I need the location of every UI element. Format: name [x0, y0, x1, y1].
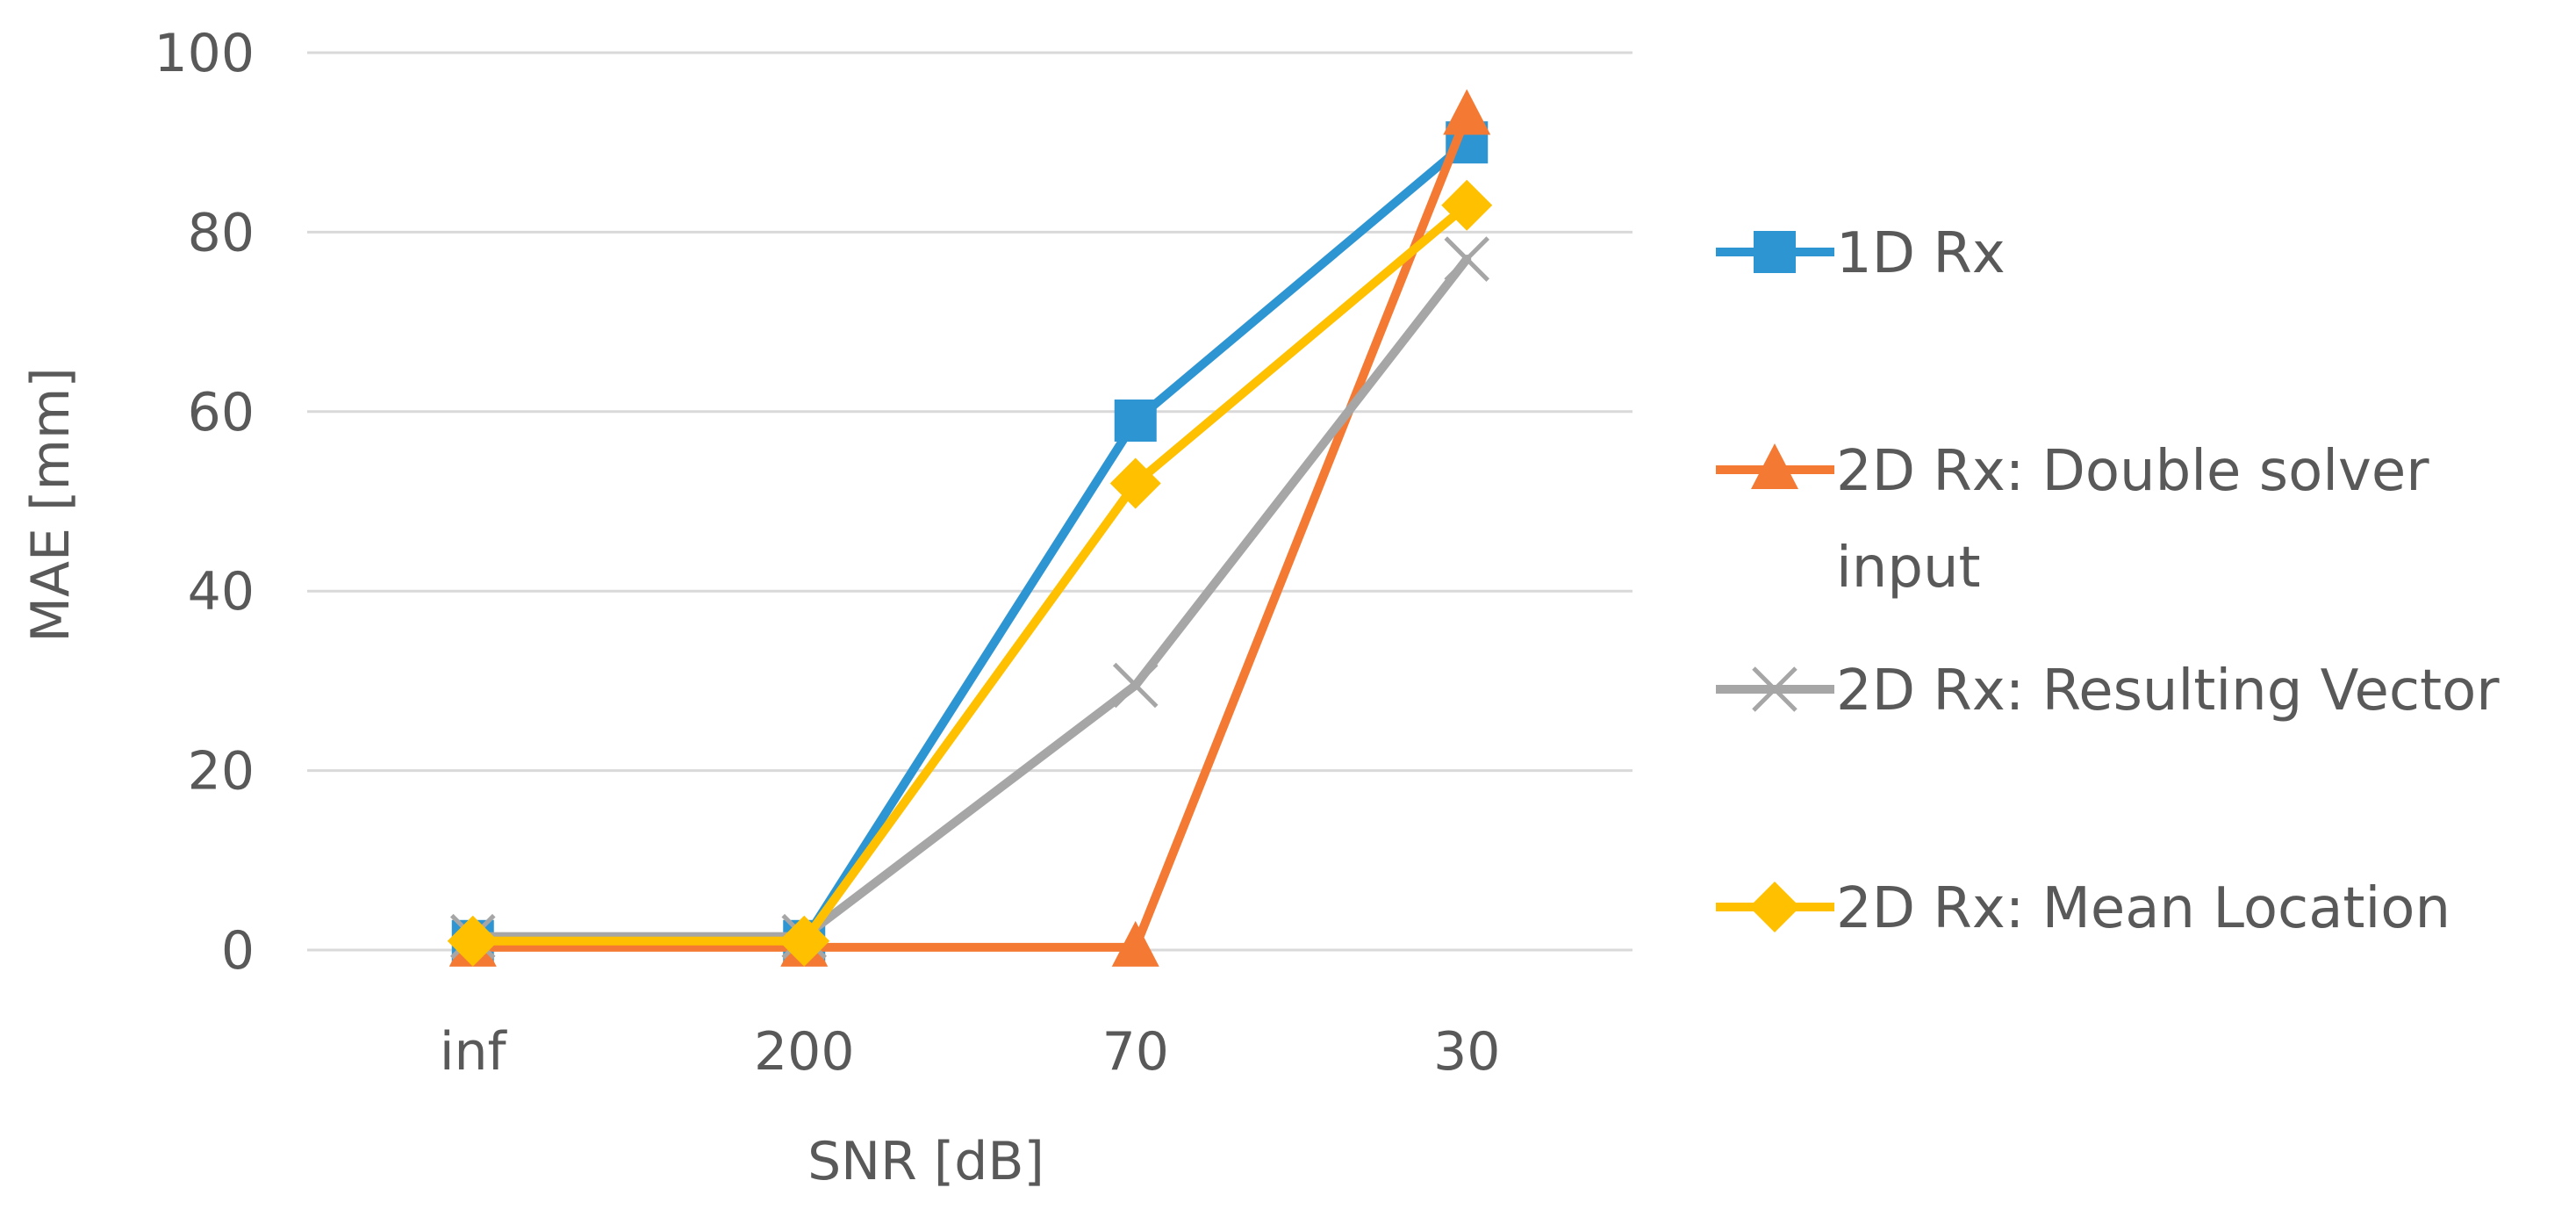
series-group	[447, 89, 1493, 967]
y-tick-label: 80	[188, 202, 255, 263]
data-point	[1111, 920, 1159, 967]
y-tick-label: 100	[154, 23, 255, 84]
x-tick-label: 70	[1102, 1021, 1169, 1083]
x-marker-stroke	[1752, 666, 1797, 712]
legend-label: 1D Rx	[1836, 221, 2006, 286]
legend-marker	[1752, 666, 1797, 712]
legend-marker	[1751, 443, 1798, 489]
legend-label: 2D Rx: Resulting Vector	[1836, 659, 2500, 723]
legend-label: input	[1836, 536, 1981, 601]
x-marker-stroke	[1112, 662, 1159, 709]
x-tick-label: 200	[754, 1021, 855, 1083]
x-axis-ticks: inf 200 70 30	[440, 1021, 1501, 1083]
series-3	[449, 236, 1490, 960]
data-point	[447, 915, 499, 967]
data-point	[1443, 89, 1491, 135]
legend-item[interactable]: 2D Rx: Resulting Vector	[1716, 659, 2500, 723]
y-axis-title: MAE [mm]	[20, 367, 82, 643]
legend-marker	[1754, 231, 1796, 273]
legend-marker	[1749, 882, 1800, 932]
series-line	[468, 200, 1472, 946]
y-tick-label: 20	[188, 741, 255, 803]
data-point	[1441, 179, 1493, 231]
series-4	[447, 179, 1493, 967]
data-point	[1112, 662, 1159, 709]
legend-item[interactable]: 2D Rx: Double solver input	[1716, 439, 2429, 601]
y-tick-label: 40	[188, 561, 255, 623]
series-1	[451, 121, 1489, 962]
series-line	[468, 255, 1472, 941]
series-line	[468, 111, 1472, 952]
legend-item[interactable]: 1D Rx	[1716, 221, 2006, 286]
data-point	[1444, 236, 1490, 282]
x-axis-title: SNR [dB]	[807, 1131, 1044, 1192]
series-2	[448, 89, 1491, 967]
legend-item[interactable]: 2D Rx: Mean Location	[1716, 876, 2450, 941]
y-tick-label: 60	[188, 382, 255, 443]
data-point	[1109, 457, 1161, 509]
data-point	[779, 915, 830, 967]
y-tick-label: 0	[221, 920, 255, 982]
y-axis-ticks: 0 20 40 60 80 100	[154, 23, 255, 982]
x-tick-label: inf	[440, 1021, 508, 1083]
data-point	[1114, 400, 1157, 443]
gridlines	[307, 51, 1632, 952]
legend-label: 2D Rx: Double solver	[1836, 439, 2429, 504]
legend-label: 2D Rx: Mean Location	[1836, 876, 2450, 941]
x-tick-label: 30	[1433, 1021, 1500, 1083]
legend[interactable]: 1D Rx 2D Rx: Double solver input 2D Rx: Res…	[1716, 221, 2500, 941]
series-line	[468, 138, 1472, 946]
x-marker-stroke	[1444, 236, 1490, 282]
